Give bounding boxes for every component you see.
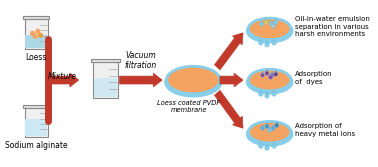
Text: Loess coated PVDF
membrane: Loess coated PVDF membrane [157, 100, 220, 113]
Polygon shape [259, 91, 263, 96]
Ellipse shape [248, 69, 291, 91]
Polygon shape [220, 73, 243, 87]
Circle shape [33, 34, 37, 38]
Text: Sodium alginate: Sodium alginate [5, 141, 67, 150]
Polygon shape [272, 22, 274, 24]
Circle shape [36, 29, 40, 33]
Polygon shape [260, 39, 262, 41]
Polygon shape [273, 39, 275, 41]
Circle shape [31, 31, 34, 35]
Polygon shape [23, 16, 50, 19]
Polygon shape [270, 73, 271, 75]
Polygon shape [266, 69, 268, 72]
Polygon shape [214, 90, 243, 128]
Polygon shape [25, 35, 47, 48]
Polygon shape [94, 78, 117, 97]
Polygon shape [272, 91, 276, 96]
Polygon shape [265, 93, 269, 98]
Polygon shape [270, 22, 273, 26]
Polygon shape [274, 20, 278, 24]
Polygon shape [93, 62, 118, 98]
Polygon shape [266, 41, 268, 43]
Text: Oil-in-water emulsion
separation in various
harsh environments: Oil-in-water emulsion separation in vari… [295, 17, 370, 37]
Polygon shape [260, 73, 265, 77]
Ellipse shape [246, 19, 293, 43]
Polygon shape [271, 20, 272, 22]
Polygon shape [275, 70, 277, 73]
Polygon shape [265, 124, 269, 128]
Polygon shape [273, 142, 275, 144]
Polygon shape [261, 20, 263, 22]
Polygon shape [271, 24, 275, 28]
Polygon shape [91, 59, 119, 62]
Polygon shape [260, 22, 263, 26]
Polygon shape [270, 73, 274, 77]
Ellipse shape [165, 67, 222, 97]
Polygon shape [265, 42, 269, 47]
Ellipse shape [246, 70, 293, 94]
Polygon shape [215, 33, 243, 70]
Polygon shape [272, 144, 276, 148]
Polygon shape [265, 18, 267, 21]
Polygon shape [274, 72, 278, 76]
Polygon shape [272, 40, 276, 45]
Polygon shape [260, 126, 265, 130]
Polygon shape [271, 71, 273, 74]
Polygon shape [23, 105, 50, 108]
Polygon shape [259, 40, 263, 45]
Polygon shape [275, 18, 277, 21]
Polygon shape [25, 19, 48, 49]
Ellipse shape [167, 66, 220, 94]
Polygon shape [25, 108, 48, 137]
Polygon shape [265, 145, 269, 150]
Polygon shape [262, 124, 263, 127]
Ellipse shape [248, 18, 291, 40]
Polygon shape [269, 126, 271, 129]
Polygon shape [268, 128, 272, 132]
Ellipse shape [248, 121, 291, 143]
Polygon shape [276, 122, 278, 124]
Polygon shape [266, 92, 268, 94]
Polygon shape [265, 71, 269, 75]
Ellipse shape [246, 122, 293, 146]
Text: Adsorption of
heavy metal ions: Adsorption of heavy metal ions [295, 123, 356, 137]
Polygon shape [271, 126, 275, 130]
Polygon shape [259, 144, 263, 148]
Text: Vacuum
filtration: Vacuum filtration [125, 51, 157, 70]
Polygon shape [25, 119, 47, 136]
Polygon shape [260, 142, 262, 144]
Text: Loess: Loess [25, 53, 47, 61]
Polygon shape [48, 73, 79, 87]
Text: Mixture: Mixture [48, 72, 77, 81]
Polygon shape [266, 123, 268, 125]
Polygon shape [262, 71, 263, 74]
Polygon shape [264, 20, 268, 24]
Circle shape [39, 33, 42, 37]
Polygon shape [260, 90, 262, 92]
Text: Adsorption
of  dyes: Adsorption of dyes [295, 71, 333, 85]
Polygon shape [275, 123, 279, 127]
Polygon shape [266, 144, 268, 146]
Polygon shape [273, 90, 275, 92]
Polygon shape [268, 75, 273, 79]
Polygon shape [272, 124, 274, 127]
Polygon shape [119, 73, 162, 87]
